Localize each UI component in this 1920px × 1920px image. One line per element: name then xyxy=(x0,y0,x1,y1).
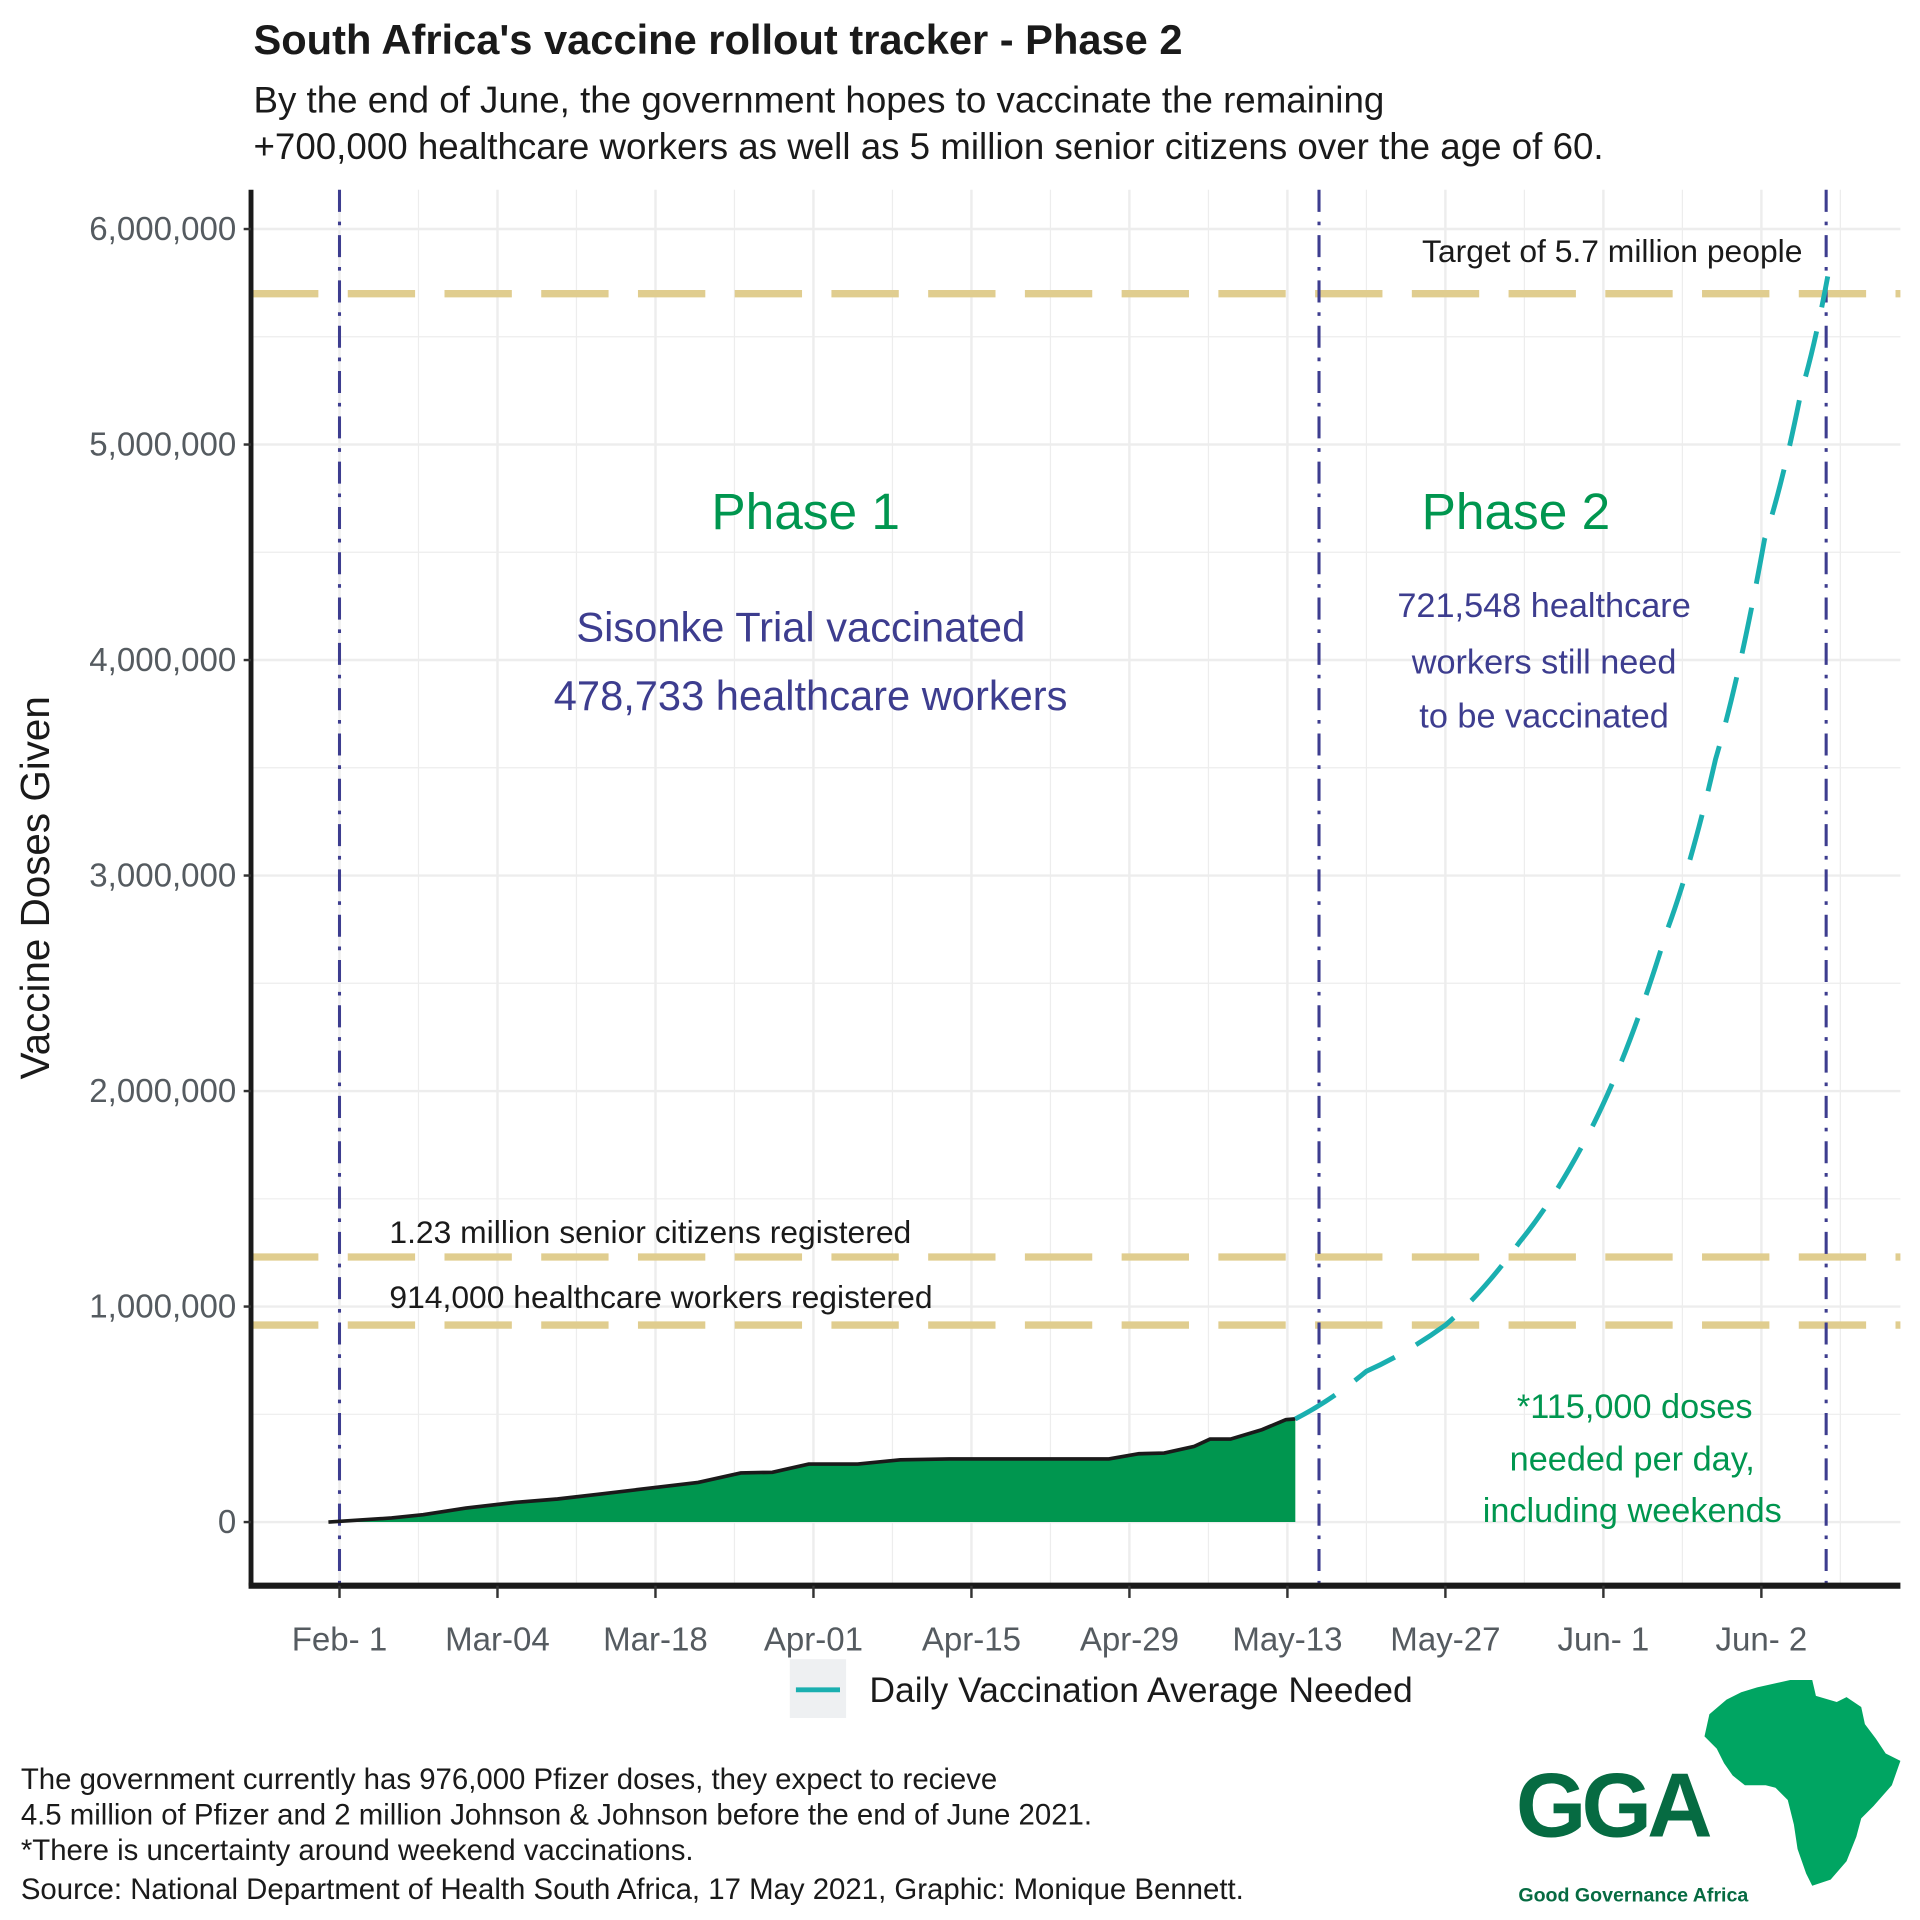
vaccinated-area xyxy=(328,1418,1296,1523)
reference-lines xyxy=(251,289,1901,1329)
y-tick-label: 4,000,000 xyxy=(89,642,236,679)
phase-2-text-line-1: 721,548 healthcare xyxy=(1397,587,1690,625)
projection-line xyxy=(1294,275,1831,1422)
x-tick-label: Jun- 2 xyxy=(1715,1622,1807,1659)
x-tick-label: Mar-18 xyxy=(603,1622,708,1659)
y-axis-label: Vaccine Doses Given xyxy=(12,696,58,1079)
gga-logo: GGA Good Governance Africa xyxy=(1516,1680,1901,1907)
series-layer xyxy=(328,275,1831,1524)
legend: Daily Vaccination Average Needed xyxy=(789,1659,1413,1718)
gga-logo-name: Good Governance Africa xyxy=(1518,1885,1749,1907)
target-label: Target of 5.7 million people xyxy=(1422,233,1802,269)
x-tick-label: Apr-15 xyxy=(922,1622,1021,1659)
senior-citizens-label: 1.23 million senior citizens registered xyxy=(389,1214,911,1250)
gga-logo-text: GGA xyxy=(1516,1756,1711,1857)
x-tick-label: May-13 xyxy=(1232,1622,1342,1659)
chart-subtitle-line-1: By the end of June, the government hopes… xyxy=(253,80,1384,121)
x-tick-label: Apr-01 xyxy=(764,1622,863,1659)
y-tick-label: 0 xyxy=(218,1504,236,1541)
phase-dividers xyxy=(337,189,1828,1584)
gridlines xyxy=(251,189,1901,1584)
africa-map-icon xyxy=(1704,1680,1901,1886)
phase-1-text-line-2: 478,733 healthcare workers xyxy=(554,672,1068,719)
phase-2-text-line-3: to be vaccinated xyxy=(1419,697,1669,735)
doses-text-line-2: needed per day, xyxy=(1510,1441,1755,1479)
healthcare-workers-label: 914,000 healthcare workers registered xyxy=(389,1279,932,1315)
x-tick-label: May-27 xyxy=(1390,1622,1500,1659)
legend-label: Daily Vaccination Average Needed xyxy=(869,1670,1412,1710)
footer-line-1: The government currently has 976,000 Pfi… xyxy=(21,1763,997,1796)
phase-2-label: Phase 2 xyxy=(1422,482,1611,540)
y-axis-ticks: 0 1,000,000 2,000,000 3,000,000 4,000,000 5,0… xyxy=(89,211,252,1541)
footer-line-4: Source: National Department of Health So… xyxy=(21,1873,1244,1906)
x-tick-label: Apr-29 xyxy=(1080,1622,1179,1659)
vaccinated-line xyxy=(328,1417,1296,1524)
y-tick-label: 6,000,000 xyxy=(89,211,236,248)
y-tick-label: 3,000,000 xyxy=(89,858,236,895)
x-tick-label: Mar-04 xyxy=(445,1622,550,1659)
chart-title: South Africa's vaccine rollout tracker -… xyxy=(253,16,1182,63)
footer-line-2: 4.5 million of Pfizer and 2 million John… xyxy=(21,1798,1092,1831)
doses-text-line-1: *115,000 doses xyxy=(1517,1388,1753,1426)
phase-1-label: Phase 1 xyxy=(711,482,900,540)
phase-2-text-line-2: workers still need xyxy=(1411,643,1677,681)
y-tick-label: 1,000,000 xyxy=(89,1289,236,1326)
x-axis-ticks: Feb- 1 Mar-04 Mar-18 Apr-01 Apr-15 Apr-29 May-… xyxy=(292,1585,1807,1659)
x-tick-label: Feb- 1 xyxy=(292,1622,388,1659)
y-tick-label: 2,000,000 xyxy=(89,1073,236,1110)
doses-text-line-3: including weekends xyxy=(1483,1492,1782,1530)
x-tick-label: Jun- 1 xyxy=(1557,1622,1649,1659)
footer-line-3: *There is uncertainty around weekend vac… xyxy=(21,1834,694,1867)
y-tick-label: 5,000,000 xyxy=(89,427,236,464)
phase-1-text-line-1: Sisonke Trial vaccinated xyxy=(576,604,1025,651)
chart-subtitle-line-2: +700,000 healthcare workers as well as 5… xyxy=(253,126,1603,167)
